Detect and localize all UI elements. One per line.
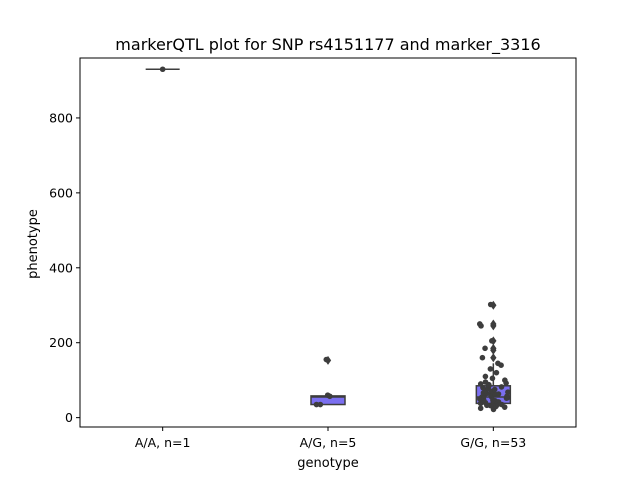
data-point	[327, 393, 333, 400]
data-point	[476, 321, 483, 327]
box-outlier	[490, 353, 497, 363]
y-tick-label: 400	[49, 260, 73, 275]
data-point	[491, 386, 498, 393]
y-axis-label: phenotype	[26, 209, 41, 279]
x-tick-label: A/A, n=1	[135, 435, 191, 450]
chart-title: markerQTL plot for SNP rs4151177 and mar…	[115, 35, 540, 55]
data-point	[479, 354, 486, 361]
y-tick-label: 200	[49, 335, 73, 350]
data-point	[487, 301, 494, 308]
data-point	[482, 379, 489, 385]
data-point	[477, 381, 484, 387]
x-axis-label: genotype	[297, 456, 358, 471]
data-point	[477, 405, 484, 412]
data-point	[317, 401, 324, 408]
y-tick-label: 0	[65, 410, 73, 425]
y-tick-label: 600	[49, 185, 73, 200]
data-point	[495, 391, 502, 397]
data-point	[495, 360, 501, 367]
box-outlier	[490, 343, 497, 353]
data-point	[159, 66, 166, 73]
x-tick-label: G/G, n=53	[460, 435, 526, 450]
data-point	[313, 401, 320, 408]
data-point	[489, 375, 496, 382]
y-tick-label: 800	[49, 110, 73, 125]
data-point	[323, 356, 330, 363]
x-tick-label: A/G, n=5	[300, 435, 357, 450]
box-outlier	[490, 319, 497, 329]
data-point	[489, 338, 495, 344]
plot-area: 0 200 400 600 800 A/A, n=1 A/G, n=5 G/G, n=53	[49, 57, 577, 450]
data-point	[482, 345, 488, 352]
data-point	[487, 366, 494, 372]
data-point	[498, 384, 505, 390]
data-point	[505, 389, 511, 395]
data-point	[502, 377, 508, 383]
data-point	[482, 373, 489, 380]
data-point	[493, 369, 500, 376]
